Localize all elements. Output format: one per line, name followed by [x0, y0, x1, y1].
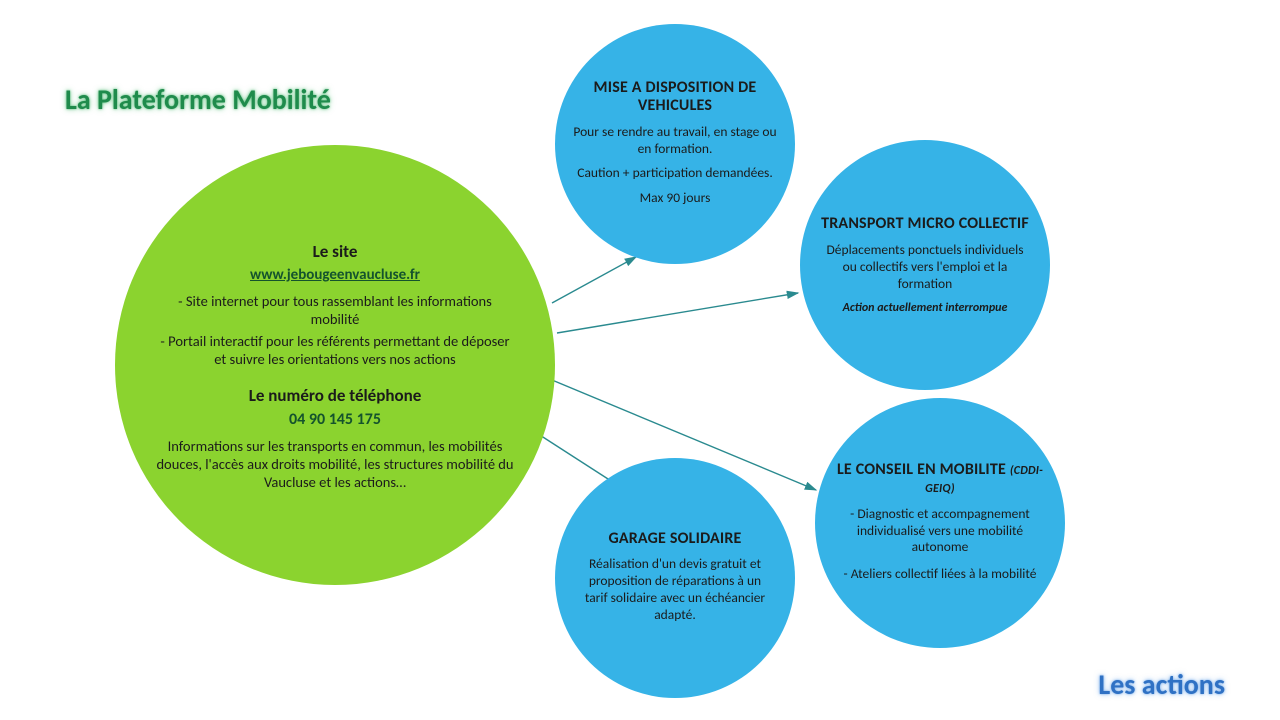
- conseil-title: LE CONSEIL EN MOBILITE (CDDI-GEIQ): [833, 461, 1047, 498]
- transport-note: Action actuellement interrompue: [843, 301, 1008, 315]
- conseil-title-main: LE CONSEIL EN MOBILITE: [837, 460, 1006, 479]
- action-circle-conseil: LE CONSEIL EN MOBILITE (CDDI-GEIQ) - Dia…: [815, 398, 1065, 648]
- action-circle-transport: TRANSPORT MICRO COLLECTIF Déplacements p…: [800, 140, 1050, 390]
- hub-circle-plateforme: Le site www.jebougeenvaucluse.fr Site in…: [115, 145, 555, 585]
- vehicules-title: MISE A DISPOSITION DE VEHICULES: [573, 79, 777, 116]
- site-bullet-2: Portail interactif pour les référents pe…: [155, 332, 515, 368]
- conseil-bullet-2: - Ateliers collectif liées à la mobilité: [844, 566, 1037, 583]
- transport-line1: Déplacements ponctuels individuels ou co…: [818, 242, 1032, 293]
- conseil-bullet-2-text: Ateliers collectif liées à la mobilité: [851, 565, 1037, 582]
- diagram-stage: La Plateforme Mobilité Les actions Le si…: [0, 0, 1280, 720]
- garage-line1: Réalisation d'un devis gratuit et propos…: [577, 556, 773, 624]
- action-circle-garage: GARAGE SOLIDAIRE Réalisation d'un devis …: [555, 458, 795, 698]
- phone-number: 04 90 145 175: [289, 410, 381, 429]
- conseil-bullet-1-text: Diagnostic et accompagnement individuali…: [857, 505, 1030, 556]
- transport-title: TRANSPORT MICRO COLLECTIF: [821, 215, 1029, 233]
- vehicules-line1: Pour se rendre au travail, en stage ou e…: [573, 124, 777, 158]
- phone-description: Informations sur les transports en commu…: [155, 437, 515, 491]
- conseil-bullet-1: - Diagnostic et accompagnement individua…: [833, 506, 1047, 557]
- site-url-link[interactable]: www.jebougeenvaucluse.fr: [250, 266, 420, 284]
- title-right: Les actions: [1098, 667, 1225, 702]
- section-title-site: Le site: [313, 241, 358, 262]
- title-left: La Plateforme Mobilité: [65, 82, 331, 117]
- section-title-phone: Le numéro de téléphone: [249, 385, 422, 406]
- vehicules-line3: Max 90 jours: [640, 190, 711, 207]
- garage-title: GARAGE SOLIDAIRE: [608, 530, 741, 548]
- site-bullet-1: Site internet pour tous rassemblant les …: [155, 292, 515, 328]
- vehicules-line2: Caution + participation demandées.: [577, 165, 773, 182]
- action-circle-vehicules: MISE A DISPOSITION DE VEHICULES Pour se …: [555, 24, 795, 264]
